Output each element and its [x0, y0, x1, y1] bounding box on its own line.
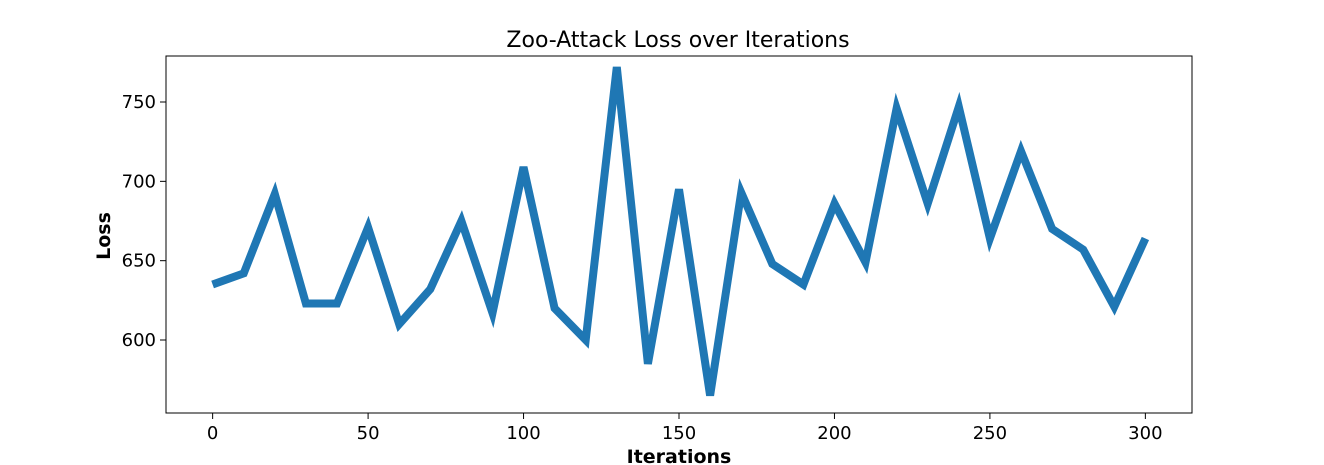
- x-tick-label: 100: [506, 423, 540, 444]
- y-tick-label: 600: [122, 330, 156, 351]
- y-tick-label: 700: [122, 171, 156, 192]
- y-tick-label: 750: [122, 92, 156, 113]
- x-tick-label: 250: [973, 423, 1007, 444]
- x-tick-label: 0: [207, 423, 218, 444]
- x-tick-label: 50: [357, 423, 380, 444]
- x-axis: 0 50 100 150 200 250 300: [207, 413, 1163, 444]
- x-axis-label: Iterations: [627, 446, 732, 465]
- y-tick-label: 650: [122, 251, 156, 272]
- x-tick-label: 150: [662, 423, 696, 444]
- y-axis-label: Loss: [93, 212, 115, 260]
- plot-area: [165, 55, 1193, 414]
- chart-title: Zoo-Attack Loss over Iterations: [506, 28, 849, 53]
- x-tick-label: 300: [1128, 423, 1162, 444]
- y-axis: 600 650 700 750: [122, 92, 166, 351]
- loss-series-line: [211, 66, 1150, 397]
- x-tick-label: 200: [817, 423, 851, 444]
